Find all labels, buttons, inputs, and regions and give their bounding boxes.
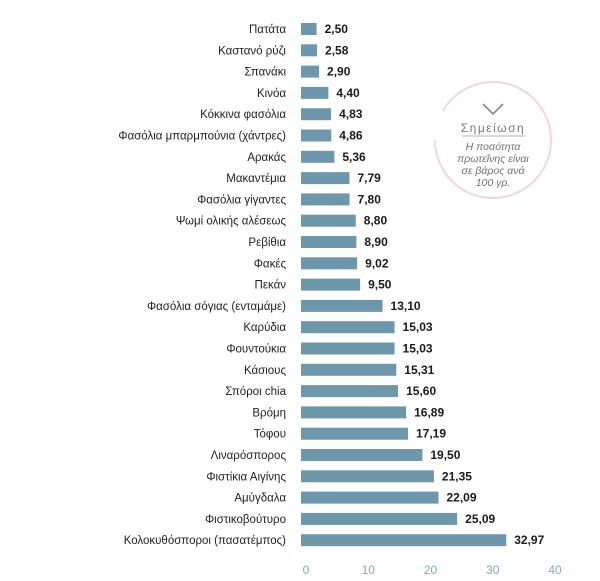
value-label-11: 9,02 — [365, 256, 389, 270]
value-label-18: 16,89 — [414, 405, 444, 419]
x-tick-label-4: 40 — [548, 563, 562, 577]
note-line-3: σε βάρος ανά — [462, 165, 526, 177]
category-label-21: Φιστίκια Αιγίνης — [206, 471, 286, 483]
bar-23 — [301, 512, 458, 525]
bar-18 — [301, 406, 407, 419]
bar-3 — [301, 86, 329, 99]
bar-14 — [301, 321, 395, 334]
value-label-19: 17,19 — [416, 427, 446, 441]
value-label-15: 15,03 — [403, 342, 433, 356]
x-tick-label-0: 0 — [303, 563, 310, 577]
x-tick-label-2: 20 — [424, 563, 438, 577]
value-label-2: 2,90 — [327, 65, 351, 79]
value-label-17: 15,60 — [406, 384, 436, 398]
note-ring — [434, 81, 552, 199]
bar-19 — [301, 427, 409, 440]
value-label-1: 2,58 — [325, 43, 349, 57]
category-label-20: Λιναρόσπορος — [211, 450, 287, 462]
value-label-7: 7,79 — [357, 171, 381, 185]
category-label-12: Πεκάν — [255, 280, 287, 292]
value-label-14: 15,03 — [403, 320, 433, 334]
bar-5 — [301, 129, 332, 142]
bar-22 — [301, 491, 439, 504]
value-label-5: 4,86 — [339, 129, 363, 143]
x-tick-label-3: 30 — [486, 563, 500, 577]
category-label-6: Αρακάς — [247, 152, 286, 164]
category-label-13: Φασόλια σόγιας (ενταμάμε) — [147, 301, 286, 313]
bar-0 — [301, 23, 317, 35]
category-label-1: Καστανό ρύζι — [218, 45, 286, 57]
bar-1 — [301, 44, 318, 57]
value-label-12: 9,50 — [368, 278, 392, 292]
category-label-15: Φουντούκια — [226, 344, 286, 356]
category-label-17: Σπόροι chia — [225, 386, 286, 398]
x-tick-label-1: 10 — [362, 563, 376, 577]
bar-20 — [301, 449, 423, 461]
note-line-2: πρωτεΐνης είναι — [457, 152, 529, 165]
category-label-24: Κολοκυθόσποροι (πασατέμπος) — [124, 535, 286, 547]
category-label-14: Καρύδια — [243, 322, 286, 334]
category-label-2: Σπανάκι — [244, 67, 286, 79]
bar-16 — [301, 363, 397, 376]
value-label-22: 22,09 — [447, 491, 477, 505]
category-label-18: Βρόμη — [252, 407, 286, 419]
value-label-13: 13,10 — [391, 299, 421, 313]
value-label-21: 21,35 — [442, 469, 472, 483]
note-title: Σημείωση — [461, 121, 525, 135]
category-label-22: Αμύγδαλα — [234, 493, 286, 505]
value-labels-group: 2,50 2,58 2,90 4,40 4,83 4,86 5,36 7,79 7,80 8,80… — [325, 22, 545, 547]
bar-17 — [301, 385, 399, 398]
category-label-9: Ψωμί ολικής αλέσεως — [176, 216, 287, 228]
category-label-0: Πατάτα — [249, 24, 286, 36]
bar-2 — [301, 65, 320, 78]
bar-6 — [301, 150, 335, 163]
note-line-1: Η ποσότητα — [466, 141, 522, 153]
bar-13 — [301, 299, 383, 312]
x-axis-ticks-group: 0 10 20 30 40 — [303, 563, 562, 577]
value-label-24: 32,97 — [514, 533, 544, 547]
category-label-8: Φασόλια γίγαντες — [197, 194, 286, 206]
bar-12 — [301, 278, 361, 291]
value-label-3: 4,40 — [336, 86, 360, 100]
bar-10 — [301, 236, 357, 248]
value-label-6: 5,36 — [342, 150, 366, 164]
bar-11 — [301, 257, 358, 270]
category-label-3: Κινόα — [257, 88, 286, 100]
category-label-4: Κόκκινα φασόλια — [200, 109, 286, 121]
value-label-8: 7,80 — [358, 192, 382, 206]
category-label-11: Φακές — [254, 258, 287, 270]
category-label-16: Κάσιους — [244, 365, 287, 377]
value-label-20: 19,50 — [430, 448, 460, 462]
bar-21 — [301, 470, 434, 483]
bar-15 — [301, 342, 395, 355]
category-label-19: Τόφου — [254, 429, 286, 441]
value-label-10: 8,90 — [364, 235, 388, 249]
bar-9 — [301, 214, 356, 227]
bar-7 — [301, 172, 350, 185]
category-labels-group: Πατάτα Καστανό ρύζι Σπανάκι Κινόα Κόκκινα φα… — [118, 24, 286, 547]
value-label-16: 15,31 — [404, 363, 434, 377]
category-label-23: Φιστικοβούτυρο — [205, 514, 286, 526]
note-box: Σημείωση Η ποσότητα πρωτεΐνης είναι σε β… — [434, 81, 552, 199]
value-label-4: 4,83 — [339, 107, 363, 121]
note-line-4: 100 γρ. — [476, 177, 511, 189]
chevron-down-icon — [482, 103, 504, 116]
bar-8 — [301, 193, 350, 206]
category-label-7: Μακαντέμια — [226, 173, 286, 185]
bars-group — [301, 23, 507, 547]
category-label-10: Ρεβίθια — [248, 237, 286, 249]
bar-24 — [301, 534, 507, 547]
value-label-23: 25,09 — [465, 512, 495, 526]
bar-4 — [301, 108, 332, 121]
value-label-0: 2,50 — [325, 22, 349, 36]
category-label-5: Φασόλια μπαρμπούνια (χάντρες) — [118, 131, 286, 143]
value-label-9: 8,80 — [364, 214, 388, 228]
